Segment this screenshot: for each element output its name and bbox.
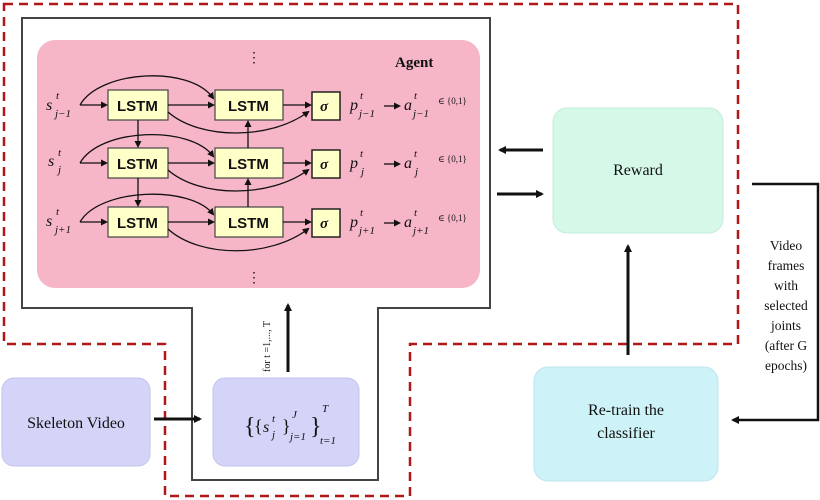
svg-text:∈ {0,1}: ∈ {0,1} bbox=[438, 213, 467, 223]
svg-text:Video: Video bbox=[770, 238, 802, 253]
svg-text:t=1: t=1 bbox=[320, 435, 336, 447]
svg-text:t: t bbox=[360, 90, 364, 102]
loop-label: for t =1,..., T bbox=[262, 321, 273, 372]
svg-text:s: s bbox=[48, 153, 54, 170]
agent-title: Agent bbox=[395, 55, 433, 71]
svg-text:j−1: j−1 bbox=[411, 108, 429, 120]
svg-text:∈ {0,1}: ∈ {0,1} bbox=[438, 96, 467, 106]
svg-text:j: j bbox=[270, 429, 275, 441]
input-label-row-1: s t j−1 bbox=[46, 90, 71, 120]
svg-text:joints: joints bbox=[770, 318, 801, 333]
svg-text:j+1: j+1 bbox=[53, 224, 71, 236]
ellipsis-top: ⋮ bbox=[247, 51, 261, 66]
lstm-backward-row-2 bbox=[214, 147, 284, 179]
svg-text:frames: frames bbox=[768, 258, 805, 273]
lstm-label: LSTM bbox=[228, 215, 269, 232]
skeleton-video-box bbox=[1, 377, 151, 467]
reward-box bbox=[552, 107, 724, 234]
svg-text:selected: selected bbox=[764, 298, 808, 313]
svg-text:}: } bbox=[282, 416, 291, 436]
lstm-connections bbox=[79, 75, 312, 252]
output-label-row-3: p t j+1 a t j+1 ∈ {0,1} bbox=[349, 207, 467, 237]
retrain-label-line1: Re-train the bbox=[588, 402, 664, 419]
svg-text:j: j bbox=[359, 166, 364, 178]
retrain-label-line2: classifier bbox=[597, 425, 655, 442]
output-label-row-1: p t j−1 a t j−1 ∈ {0,1} bbox=[349, 90, 467, 120]
svg-text:s: s bbox=[46, 213, 52, 230]
svg-text:(after G: (after G bbox=[765, 338, 808, 353]
svg-text:t: t bbox=[414, 148, 418, 160]
svg-text:s: s bbox=[263, 419, 269, 436]
training-region-dashed-border bbox=[2, 2, 740, 498]
arrow-reward-to-retrain bbox=[731, 182, 820, 424]
side-note: Video frames with selected joints (after… bbox=[757, 236, 815, 378]
svg-text:}: } bbox=[310, 414, 322, 440]
ellipsis-bottom: ⋮ bbox=[247, 271, 261, 286]
skeleton-video-label: Skeleton Video bbox=[27, 415, 125, 432]
svg-text:t: t bbox=[58, 147, 62, 159]
svg-text:t: t bbox=[56, 90, 60, 102]
sigmoid-box-row-3 bbox=[311, 208, 341, 238]
svg-text:j+1: j+1 bbox=[357, 225, 375, 237]
retrain-box bbox=[533, 366, 719, 482]
lstm-label: LSTM bbox=[117, 156, 158, 173]
svg-text:J: J bbox=[292, 409, 298, 421]
svg-text:p: p bbox=[349, 97, 358, 114]
input-set-formula: { { s t j } J j=1 } T t=1 bbox=[244, 403, 336, 447]
svg-text:t: t bbox=[360, 207, 364, 219]
svg-text:a: a bbox=[404, 155, 412, 172]
svg-text:p: p bbox=[349, 155, 358, 172]
sigmoid-label: σ bbox=[320, 216, 329, 232]
svg-text:j−1: j−1 bbox=[53, 108, 71, 120]
agent-frame bbox=[21, 17, 491, 481]
lstm-backward-row-3 bbox=[214, 206, 284, 238]
svg-text:t: t bbox=[360, 148, 364, 160]
svg-text:∈ {0,1}: ∈ {0,1} bbox=[438, 154, 467, 164]
svg-text:p: p bbox=[349, 214, 358, 231]
input-set-box bbox=[212, 377, 360, 467]
svg-text:{: { bbox=[254, 416, 263, 436]
svg-text:with: with bbox=[774, 278, 798, 293]
input-label-row-3: s t j+1 bbox=[46, 206, 71, 236]
svg-text:j=1: j=1 bbox=[288, 431, 306, 443]
svg-text:epochs): epochs) bbox=[765, 358, 807, 373]
sigmoid-box-row-2 bbox=[311, 149, 341, 179]
svg-text:{: { bbox=[244, 414, 256, 440]
svg-text:t: t bbox=[414, 207, 418, 219]
svg-text:j: j bbox=[56, 164, 61, 176]
lstm-label: LSTM bbox=[117, 98, 158, 115]
lstm-backward-row-1 bbox=[214, 89, 284, 121]
sigmoid-box-row-1 bbox=[311, 91, 341, 121]
svg-text:T: T bbox=[322, 403, 329, 415]
reward-label: Reward bbox=[613, 162, 663, 179]
svg-text:j: j bbox=[413, 166, 418, 178]
svg-text:t: t bbox=[56, 206, 60, 218]
svg-text:t: t bbox=[414, 90, 418, 102]
svg-text:a: a bbox=[404, 97, 412, 114]
output-label-row-2: p t j a t j ∈ {0,1} bbox=[349, 148, 467, 178]
svg-text:t: t bbox=[272, 413, 276, 425]
sigmoid-label: σ bbox=[320, 157, 329, 173]
sigmoid-label: σ bbox=[320, 99, 329, 115]
svg-text:a: a bbox=[404, 214, 412, 231]
svg-text:j+1: j+1 bbox=[411, 225, 429, 237]
lstm-label: LSTM bbox=[228, 156, 269, 173]
input-label-row-2: s t j bbox=[48, 147, 62, 176]
lstm-label: LSTM bbox=[117, 215, 158, 232]
lstm-label: LSTM bbox=[228, 98, 269, 115]
svg-text:j−1: j−1 bbox=[357, 108, 375, 120]
svg-text:s: s bbox=[46, 97, 52, 114]
